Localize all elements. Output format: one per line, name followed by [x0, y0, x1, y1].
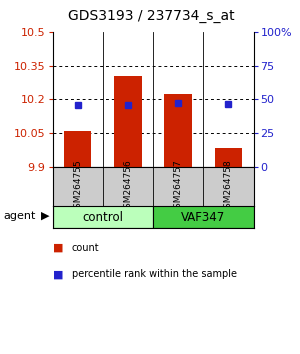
Bar: [114, 76, 142, 167]
Text: GSM264756: GSM264756: [123, 159, 132, 214]
Text: count: count: [72, 243, 100, 253]
Text: GSM264757: GSM264757: [174, 159, 183, 214]
Text: GDS3193 / 237734_s_at: GDS3193 / 237734_s_at: [68, 9, 235, 23]
Text: GSM264755: GSM264755: [73, 159, 82, 214]
Bar: [52, 206, 153, 228]
Bar: [64, 131, 92, 167]
Text: ■: ■: [52, 269, 63, 279]
Bar: [214, 148, 242, 167]
Bar: [153, 206, 254, 228]
Text: percentile rank within the sample: percentile rank within the sample: [72, 269, 237, 279]
Text: ▶: ▶: [40, 211, 49, 221]
Text: control: control: [82, 211, 123, 224]
Text: ■: ■: [52, 243, 63, 253]
Text: agent: agent: [3, 211, 35, 221]
Text: GSM264758: GSM264758: [224, 159, 233, 214]
Bar: [164, 94, 192, 167]
Text: VAF347: VAF347: [181, 211, 225, 224]
